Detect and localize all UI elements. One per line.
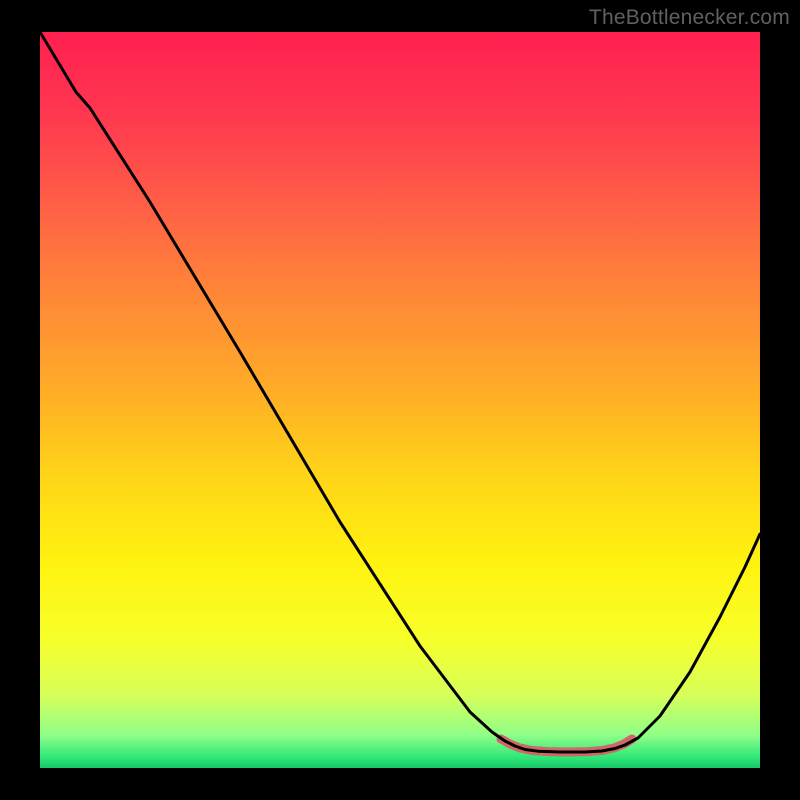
- plot-area: [40, 32, 760, 768]
- bottleneck-curve: [40, 32, 760, 752]
- chart-root: TheBottlenecker.com: [0, 0, 800, 800]
- watermark-text: TheBottlenecker.com: [589, 6, 790, 30]
- chart-curve-layer: [40, 32, 760, 768]
